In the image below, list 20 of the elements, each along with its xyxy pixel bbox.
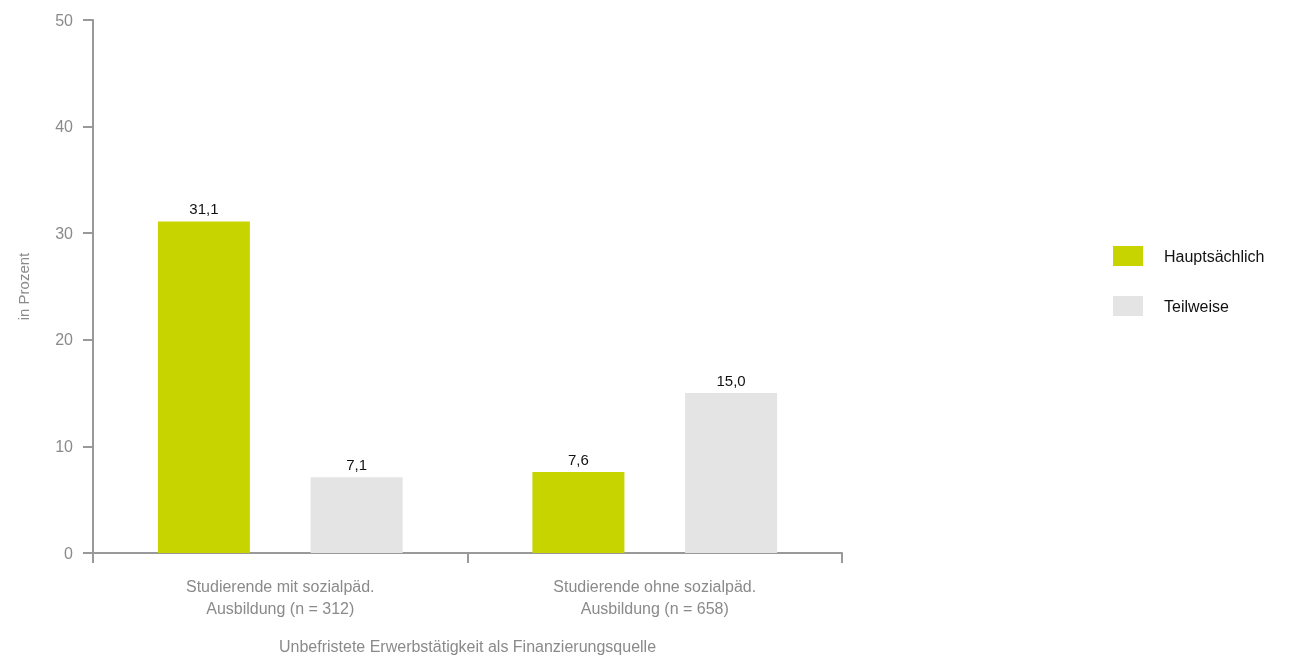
bar: [685, 393, 778, 553]
data-label: 15,0: [716, 372, 746, 390]
data-label: 31,1: [189, 200, 219, 218]
y-tick-label: 30: [55, 224, 74, 242]
x-tick-label: Studierende ohne sozialpäd. Ausbildung (n = 658): [553, 577, 757, 617]
data-label: 7,1: [346, 456, 368, 474]
bar: [157, 221, 250, 553]
y-tick-label: 50: [55, 11, 74, 29]
data-label: 7,6: [567, 450, 589, 468]
y-axis-title: in Prozent: [15, 251, 32, 321]
x-tick-label: Studierende mit sozialpäd. Ausbildung (n = 312): [185, 577, 375, 617]
y-tick-label: 20: [55, 331, 74, 349]
bar: [310, 477, 403, 553]
legend-label: Teilweise: [1164, 297, 1230, 315]
y-tick-label: 0: [64, 544, 74, 562]
y-tick-label: 40: [55, 118, 74, 136]
legend-label: Hauptsächlich: [1164, 247, 1265, 265]
x-axis-title: Unbefristete Erwerbstätigkeit als Finanzierungsquelle: [278, 637, 657, 655]
bar: [532, 471, 625, 553]
y-tick-label: 10: [55, 437, 74, 455]
